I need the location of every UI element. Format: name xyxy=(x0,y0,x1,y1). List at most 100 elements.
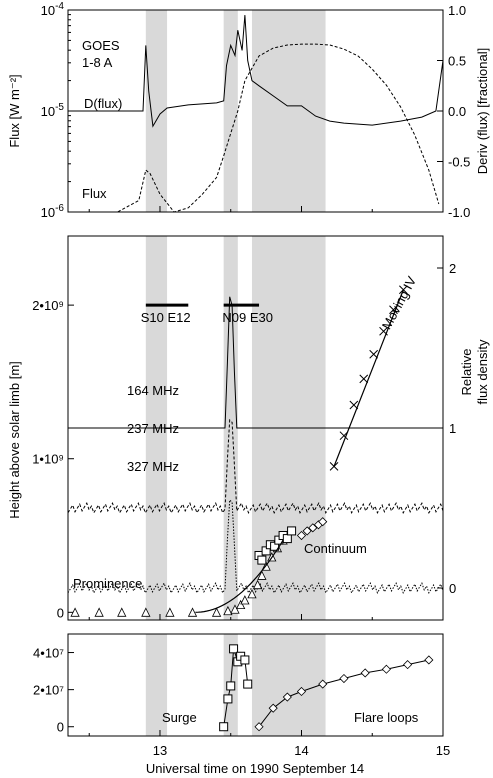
continuum-point-1-8 xyxy=(287,526,297,536)
prominence-point-0-3 xyxy=(141,607,151,617)
surge-point-6 xyxy=(240,655,250,665)
goes-label: GOES xyxy=(82,38,120,53)
continuum-label: Continuum xyxy=(304,541,367,556)
continuum-point-2-4 xyxy=(318,517,328,527)
middle-left-axis-label: Height above solar limb [m] xyxy=(7,361,22,519)
bot-left-tick-label-1: 2•10⁷ xyxy=(33,683,64,698)
velocity-markers xyxy=(219,644,434,732)
panel-bottom: 4•10⁷ 2•10⁷ 0 Surge Flare loops xyxy=(33,633,444,737)
flux-series-line xyxy=(68,43,440,213)
prominence-point-0-11 xyxy=(247,588,257,599)
moving-iv-label: Moving IV xyxy=(379,274,420,332)
tick-base: 10 xyxy=(41,205,55,220)
middle-right-axis-label-2: flux density xyxy=(475,339,490,405)
top-right-axis-label: Deriv (flux) [fractional] xyxy=(475,48,490,174)
dflux-label: D(flux) xyxy=(84,96,122,111)
mid-left-tick-label-0: 2•10⁹ xyxy=(32,298,64,313)
continuum-point-1-1 xyxy=(257,555,267,565)
mid-right-tick-label-0: 2 xyxy=(449,261,456,276)
top-left-tick-label-2: 10-6 xyxy=(41,203,65,220)
shaded-intervals xyxy=(145,10,326,736)
flare-loops-label: Flare loops xyxy=(354,710,419,725)
region-bars: S10 E12 N09 E30 xyxy=(141,303,273,325)
bot-left-tick-label-2: 0 xyxy=(57,720,64,735)
flux-label: Flux xyxy=(82,186,107,201)
dflux-series-line xyxy=(68,15,444,128)
panel-bottom-frame xyxy=(67,633,444,737)
panel-middle: 2•10⁹ 1•10⁹ 0 2 1 0 S10 E12 N09 E30 164 MHz 2 3… xyxy=(7,235,490,621)
flare-loops-point-9 xyxy=(424,655,434,665)
surge-point-2 xyxy=(226,681,236,691)
surge-point-1 xyxy=(223,694,233,704)
radio-line-327-mhz xyxy=(67,498,444,594)
top-right-tick-label-0: 1.0 xyxy=(448,3,466,18)
prominence-point-0-9 xyxy=(235,599,246,610)
band-label: 1-8 A xyxy=(82,55,113,70)
continuum-point-2-2 xyxy=(308,523,318,533)
bot-left-tick-label-0: 4•10⁷ xyxy=(33,646,64,661)
x-tick-label-0: 13 xyxy=(153,743,167,758)
prominence-point-0-8 xyxy=(230,604,240,614)
top-right-tick-label-4: -1.0 xyxy=(448,205,470,220)
prominence-fit-curve xyxy=(195,539,284,613)
surge-point-0 xyxy=(219,722,229,732)
top-right-tick-label-1: 0.5 xyxy=(448,54,466,69)
shaded-band-1-0 xyxy=(223,10,238,212)
flare-loops-point-3 xyxy=(296,686,307,697)
mid-left-tick-label-1: 1•10⁹ xyxy=(32,452,64,467)
prominence-point-0-2 xyxy=(117,607,127,617)
continuum-point-2-1 xyxy=(302,526,312,536)
tick-exponent: -4 xyxy=(55,1,64,12)
radio-line-237-mhz xyxy=(67,418,444,514)
surge-point-3 xyxy=(229,644,239,654)
panel-top: 10-410-510-61.00.50.0-0.5-1.0 GOES 1-8 A… xyxy=(7,1,490,220)
prominence-point-0-0 xyxy=(70,607,80,617)
tick-exponent: -5 xyxy=(55,102,64,113)
moving-iv-point-3-1 xyxy=(339,431,349,441)
freq-label-164: 164 MHz xyxy=(127,383,179,398)
flare-loops-point-1 xyxy=(268,703,278,713)
tick-exponent: -6 xyxy=(55,203,64,214)
top-left-tick-label-0: 10-4 xyxy=(41,1,65,18)
prominence-point-0-5 xyxy=(187,607,198,617)
panel-top-ticks: 10-410-510-61.00.50.0-0.5-1.0 xyxy=(41,1,471,220)
height-markers xyxy=(70,285,408,617)
prominence-point-0-12 xyxy=(252,579,263,590)
region-bar-label-1: N09 E30 xyxy=(222,310,273,325)
middle-right-axis-label-1: Relative xyxy=(459,349,474,396)
mid-left-tick-label-2: 0 xyxy=(57,605,64,620)
freq-label-327: 327 MHz xyxy=(127,459,179,474)
flare-loops-line xyxy=(258,659,429,728)
moving-iv-point-3-7 xyxy=(399,285,408,295)
shaded-band-2-0 xyxy=(251,10,326,212)
top-left-tick-label-1: 10-5 xyxy=(41,102,65,119)
shaded-band-2-2 xyxy=(251,634,326,736)
flare-loops-point-8 xyxy=(403,660,413,670)
moving-iv-point-3-6 xyxy=(389,305,398,315)
flare-loops-point-7 xyxy=(381,664,391,674)
panel-middle-ticks: 2•10⁹ 1•10⁹ 0 2 1 0 xyxy=(32,236,456,620)
moving-iv-point-3-0 xyxy=(329,462,339,471)
surge-point-7 xyxy=(243,679,253,689)
mid-right-tick-label-1: 1 xyxy=(449,421,456,436)
moving-iv-point-3-5 xyxy=(379,326,388,336)
mid-right-tick-label-2: 0 xyxy=(449,581,456,596)
x-tick-label-2: 15 xyxy=(436,743,450,758)
prominence-point-0-6 xyxy=(211,607,222,617)
radio-lines xyxy=(67,296,444,594)
moving-iv-point-3-2 xyxy=(349,400,359,410)
top-right-tick-label-3: -0.5 xyxy=(448,155,470,170)
continuum-point-2-0 xyxy=(296,530,307,541)
prominence-point-0-4 xyxy=(165,607,175,617)
flare-loops-point-4 xyxy=(318,679,328,689)
panel-bottom-ticks: 4•10⁷ 2•10⁷ 0 xyxy=(33,646,74,735)
flare-loops-point-5 xyxy=(339,673,349,684)
x-axis-ticks: 13 14 15 xyxy=(88,206,450,758)
top-left-axis-label: Flux [W m⁻²] xyxy=(7,74,22,147)
prominence-point-0-1 xyxy=(94,607,104,617)
surge-label: Surge xyxy=(162,710,197,725)
prominence-label: Prominence xyxy=(73,576,142,591)
prominence-point-0-10 xyxy=(240,595,250,605)
flare-loops-point-6 xyxy=(360,668,370,678)
